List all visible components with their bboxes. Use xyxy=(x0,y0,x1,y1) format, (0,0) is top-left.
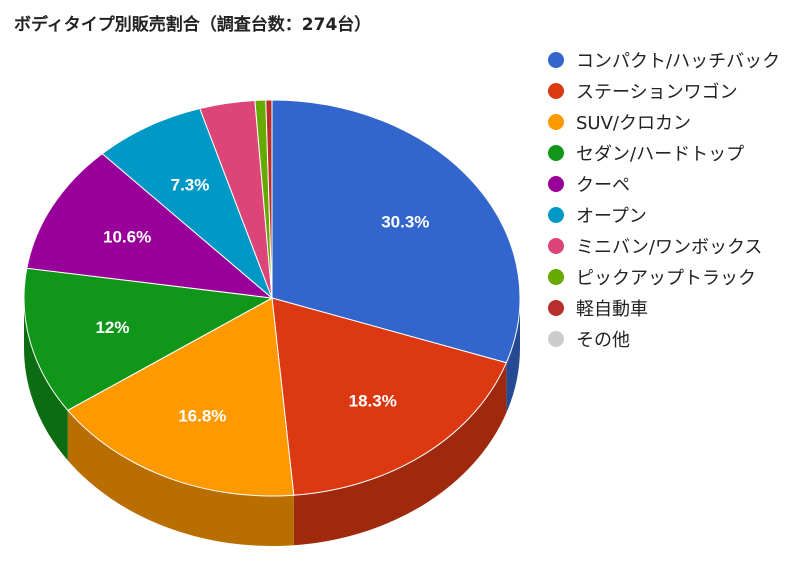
legend-label-3: セダン/ハードトップ xyxy=(576,143,745,165)
slice-3-side xyxy=(24,298,68,461)
pie-side-layer xyxy=(24,298,520,546)
slice-5-top[interactable] xyxy=(101,107,273,299)
slice-1-top[interactable] xyxy=(271,297,508,496)
slice-1-label: 18.3% xyxy=(349,392,397,411)
slice-0-top[interactable] xyxy=(271,99,521,364)
slice-4-label: 10.6% xyxy=(103,228,151,247)
legend-swatch-5 xyxy=(548,206,564,223)
slice-2-label: 16.8% xyxy=(178,407,226,426)
legend-item-5[interactable]: オープン xyxy=(548,199,780,230)
legend-label-7: ピックアップトラック xyxy=(576,267,756,289)
pie-chart: 30.3% 18.3% 16.8% 12% 10.6% 7.3% xyxy=(23,99,521,546)
legend-item-0[interactable]: コンパクト/ハッチバック xyxy=(548,44,780,75)
legend-item-6[interactable]: ミニバン/ワンボックス xyxy=(548,230,780,261)
legend-label-4: クーペ xyxy=(576,174,630,196)
legend: コンパクト/ハッチバック ステーションワゴン SUV/クロカンセダン/ハードトップク… xyxy=(548,44,780,354)
legend-item-1[interactable]: ステーションワゴン xyxy=(548,75,780,106)
legend-swatch-3 xyxy=(548,144,564,161)
legend-swatch-1 xyxy=(548,82,564,99)
legend-label-1: ステーションワゴン xyxy=(576,81,738,103)
legend-item-2[interactable]: SUV/クロカン xyxy=(548,106,780,137)
slice-1-side xyxy=(293,362,507,546)
legend-label-5: オープン xyxy=(576,205,647,227)
slice-4-top[interactable] xyxy=(26,153,274,299)
legend-label-0: コンパクト/ハッチバック xyxy=(576,50,781,72)
legend-swatch-0 xyxy=(548,51,564,68)
slice-5-label: 7.3% xyxy=(171,175,210,194)
legend-item-8[interactable]: 軽自動車 xyxy=(548,292,780,323)
legend-swatch-9 xyxy=(548,330,564,347)
legend-swatch-4 xyxy=(548,175,564,192)
slice-2-side xyxy=(67,410,294,546)
legend-swatch-7 xyxy=(548,268,564,285)
legend-swatch-2 xyxy=(548,113,564,130)
legend-item-4[interactable]: クーペ xyxy=(548,168,780,199)
slice-0-label: 30.3% xyxy=(381,213,429,232)
legend-label-6: ミニバン/ワンボックス xyxy=(576,236,763,258)
slice-3-top[interactable] xyxy=(23,267,274,411)
pie-top-layer xyxy=(23,99,521,497)
legend-item-3[interactable]: セダン/ハードトップ xyxy=(548,137,780,168)
legend-label-9: その他 xyxy=(576,329,630,351)
slice-0-side xyxy=(506,298,520,413)
chart-title: ボディタイプ別販売割合（調査台数：274台） xyxy=(14,15,372,35)
slice-8-top[interactable] xyxy=(265,99,273,299)
legend-swatch-6 xyxy=(548,237,564,254)
pie-labels-layer: 30.3% 18.3% 16.8% 12% 10.6% 7.3% xyxy=(95,175,429,425)
legend-label-8: 軽自動車 xyxy=(576,298,648,320)
legend-item-7[interactable]: ピックアップトラック xyxy=(548,261,780,292)
slice-3-label: 12% xyxy=(95,318,129,337)
slice-2-top[interactable] xyxy=(66,297,295,497)
legend-swatch-8 xyxy=(548,299,564,316)
legend-label-2: SUV/クロカン xyxy=(576,112,691,134)
legend-item-9[interactable]: その他 xyxy=(548,323,780,354)
